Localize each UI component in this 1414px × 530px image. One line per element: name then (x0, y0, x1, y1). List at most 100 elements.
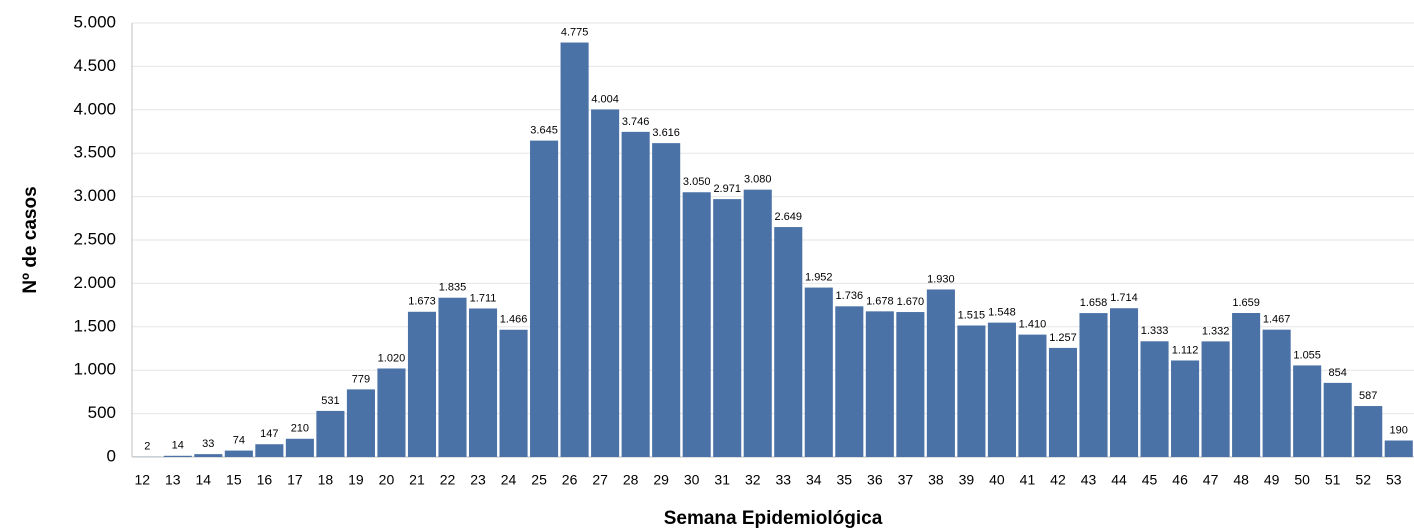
bar (1323, 382, 1352, 457)
bar (896, 312, 925, 457)
x-tick-label: 24 (501, 472, 517, 488)
value-label: 1.678 (866, 295, 894, 307)
x-axis-label: Semana Epidemiológica (664, 508, 883, 529)
value-label: 1.835 (439, 282, 467, 294)
value-label: 210 (291, 423, 309, 435)
x-tick-label: 50 (1294, 472, 1310, 488)
bar (1048, 347, 1078, 457)
x-tick-label: 43 (1081, 472, 1097, 488)
value-label: 1.711 (470, 292, 497, 304)
x-tick-label: 26 (562, 472, 578, 488)
bar (377, 368, 406, 457)
bar (316, 410, 345, 457)
bar (255, 444, 284, 457)
value-label: 1.930 (927, 273, 955, 285)
x-tick-label: 35 (837, 472, 853, 488)
x-tick-label: 17 (287, 472, 303, 488)
value-label: 3.616 (652, 127, 680, 139)
x-tick-label: 46 (1172, 472, 1188, 488)
bar (530, 140, 559, 457)
bar (1293, 365, 1322, 457)
value-label: 2.649 (774, 211, 802, 223)
bar (1201, 341, 1230, 457)
y-tick-label: 3.500 (73, 143, 116, 162)
value-label: 1.112 (1172, 344, 1199, 356)
x-tick-label: 33 (775, 472, 791, 488)
bar (468, 308, 498, 457)
bar (591, 109, 620, 458)
x-tick-label: 32 (745, 472, 761, 488)
bar (1079, 313, 1108, 457)
value-label: 1.333 (1141, 325, 1169, 337)
x-tick-label: 37 (898, 472, 914, 488)
x-tick-label: 14 (196, 472, 212, 488)
x-tick-label: 47 (1203, 472, 1219, 488)
bar (1140, 341, 1169, 457)
value-label: 3.746 (622, 116, 650, 128)
value-label: 531 (321, 395, 339, 407)
value-label: 14 (172, 440, 184, 452)
bar (163, 455, 192, 457)
bar (621, 131, 650, 457)
value-label: 147 (260, 428, 278, 440)
y-tick-label: 5.000 (73, 12, 116, 31)
y-tick-label: 3.000 (73, 186, 116, 205)
value-label: 1.332 (1202, 325, 1230, 337)
bar (1232, 312, 1261, 457)
x-tick-label: 36 (867, 472, 883, 488)
bar (1171, 360, 1200, 457)
value-label: 854 (1329, 367, 1347, 379)
x-tick-label: 51 (1325, 472, 1341, 488)
x-tick-label: 48 (1233, 472, 1249, 488)
x-tick-label: 16 (257, 472, 273, 488)
y-axis-label: Nº de casos (20, 186, 41, 293)
value-label: 2 (144, 441, 150, 453)
bar (407, 311, 437, 457)
value-label: 1.548 (988, 307, 1016, 319)
value-label: 190 (1390, 424, 1408, 436)
bar (1018, 334, 1047, 457)
bar (713, 199, 742, 458)
x-tick-label: 49 (1264, 472, 1280, 488)
value-label: 3.050 (683, 176, 711, 188)
bar (987, 322, 1016, 457)
bar (1384, 440, 1413, 457)
bar (560, 42, 589, 457)
x-tick-label: 31 (714, 472, 730, 488)
value-label: 1.467 (1263, 314, 1291, 326)
bar (285, 438, 314, 457)
x-tick-label: 13 (165, 472, 181, 488)
value-label: 1.466 (500, 314, 528, 326)
bar (346, 389, 375, 457)
bar (774, 227, 803, 457)
bar (1109, 308, 1139, 457)
value-label: 3.080 (744, 174, 772, 186)
x-tick-label: 28 (623, 472, 639, 488)
value-label: 1.736 (836, 290, 864, 302)
x-tick-label: 53 (1386, 472, 1402, 488)
value-label: 1.257 (1049, 332, 1077, 344)
value-label: 4.004 (591, 93, 619, 105)
bar (438, 297, 467, 457)
x-tick-label: 38 (928, 472, 944, 488)
value-label: 1.020 (378, 352, 406, 364)
x-tick-label: 20 (379, 472, 395, 488)
bar (926, 289, 955, 457)
value-label: 33 (202, 438, 214, 450)
bar (865, 311, 894, 457)
y-tick-label: 1.500 (73, 316, 116, 335)
value-label: 4.775 (561, 26, 589, 38)
value-label: 1.673 (408, 296, 436, 308)
value-label: 779 (352, 373, 370, 385)
y-tick-label: 0 (107, 446, 116, 465)
value-label: 1.410 (1019, 319, 1047, 331)
x-tick-label: 42 (1050, 472, 1066, 488)
x-tick-label: 40 (989, 472, 1005, 488)
x-tick-label: 27 (592, 472, 608, 488)
x-tick-label: 45 (1142, 472, 1158, 488)
value-label: 1.658 (1080, 297, 1108, 309)
value-label: 587 (1359, 390, 1377, 402)
bar (682, 192, 711, 457)
